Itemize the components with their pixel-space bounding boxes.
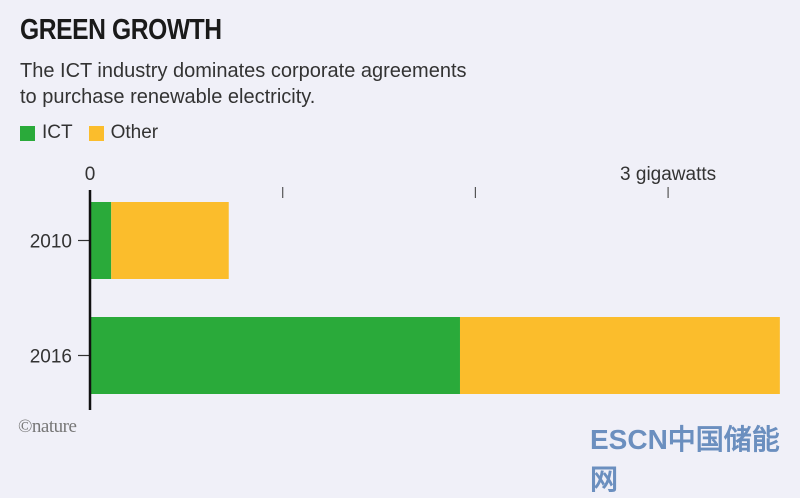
y-tick-label: 2010 <box>30 232 72 253</box>
bar-chart: 0 3 gigawatts 2010 2016 <box>30 164 780 410</box>
x-tick-label: 3 gigawatts <box>620 164 716 185</box>
legend-label-ict: ICT <box>42 122 73 143</box>
bar-ict-2016 <box>90 317 460 394</box>
subtitle-line: to purchase renewable electricity. <box>20 86 316 108</box>
legend: ICT Other <box>20 122 174 144</box>
y-tick-label: 2016 <box>30 347 72 368</box>
x-tick-label: 0 <box>85 164 96 185</box>
bar-ict-2010 <box>90 202 112 279</box>
nature-credit: ©nature <box>18 416 77 437</box>
bar-other-2016 <box>459 317 780 394</box>
bar-other-2010 <box>111 202 229 279</box>
legend-swatch-ict <box>20 125 35 141</box>
escn-watermark: ESCN中国储能网 <box>590 424 780 495</box>
subtitle-line: The ICT industry dominates corporate agr… <box>20 60 467 82</box>
legend-label-other: Other <box>110 122 159 143</box>
chart-subtitle: The ICT industry dominates corporate agr… <box>20 58 467 110</box>
chart-title: GREEN GROWTH <box>20 14 222 46</box>
legend-swatch-other <box>88 125 104 141</box>
